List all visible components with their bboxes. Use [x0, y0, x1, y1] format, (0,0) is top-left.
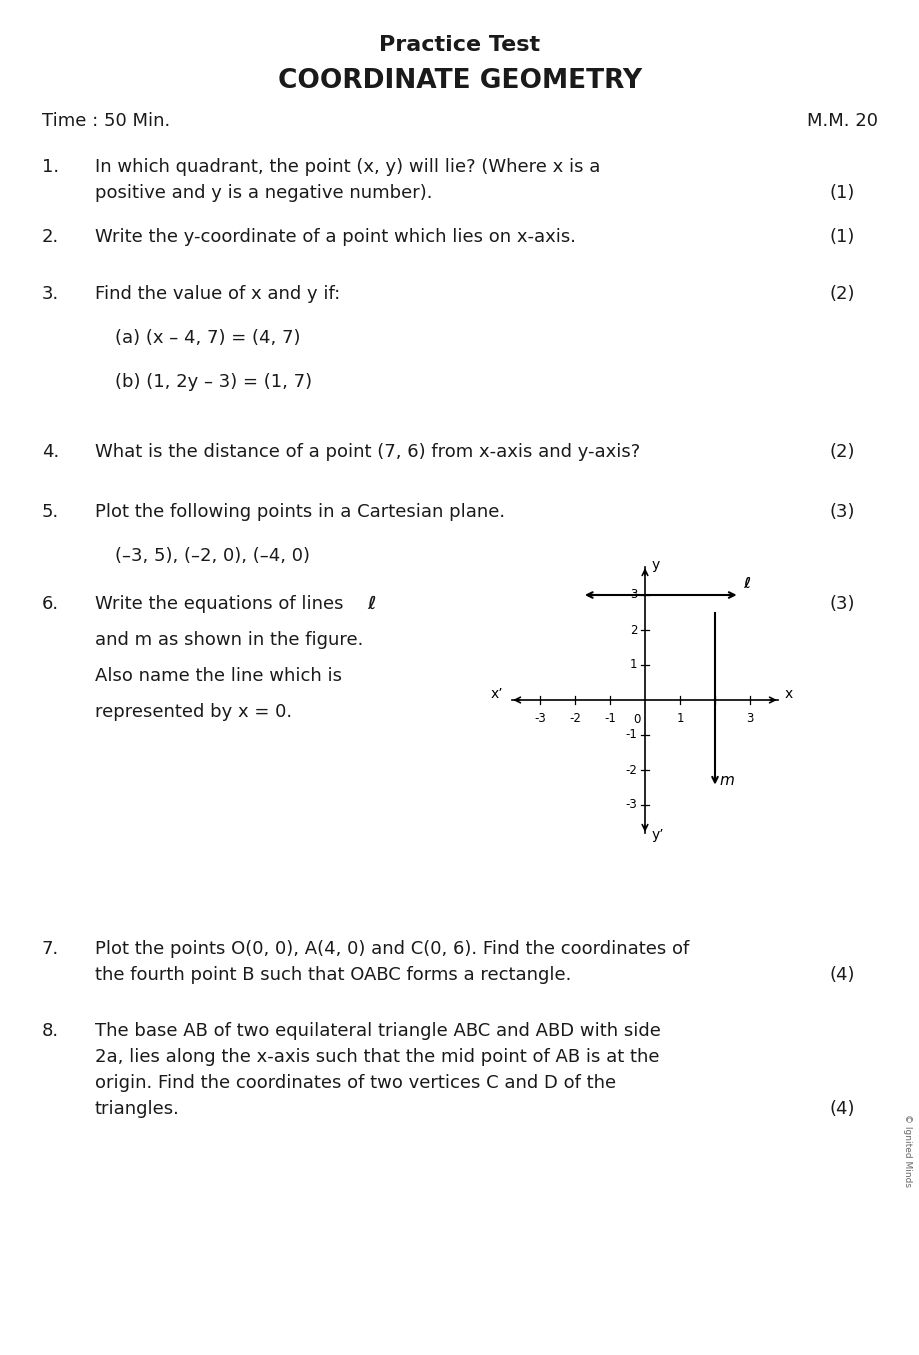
- Text: (4): (4): [829, 966, 854, 984]
- Text: Plot the points O(0, 0), A(4, 0) and C(0, 6). Find the coordinates of: Plot the points O(0, 0), A(4, 0) and C(0…: [95, 940, 688, 958]
- Text: -2: -2: [569, 713, 580, 725]
- Text: The base AB of two equilateral triangle ABC and ABD with side: The base AB of two equilateral triangle …: [95, 1022, 660, 1041]
- Text: -3: -3: [534, 713, 545, 725]
- Text: COORDINATE GEOMETRY: COORDINATE GEOMETRY: [278, 68, 641, 93]
- Text: m: m: [719, 772, 733, 789]
- Text: Practice Test: Practice Test: [379, 35, 540, 56]
- Text: ℓ: ℓ: [367, 595, 375, 612]
- Text: -1: -1: [625, 729, 637, 741]
- Text: represented by x = 0.: represented by x = 0.: [95, 703, 292, 721]
- Text: ℓ: ℓ: [743, 576, 749, 592]
- Text: 1: 1: [630, 659, 637, 672]
- Text: (2): (2): [829, 285, 854, 304]
- Text: 3: 3: [630, 588, 637, 602]
- Text: (4): (4): [829, 1100, 854, 1118]
- Text: Time : 50 Min.: Time : 50 Min.: [42, 112, 170, 130]
- Text: 5.: 5.: [42, 503, 59, 522]
- Text: 0: 0: [633, 713, 641, 726]
- Text: x’: x’: [490, 687, 503, 701]
- Text: 4.: 4.: [42, 443, 59, 461]
- Text: positive and y is a negative number).: positive and y is a negative number).: [95, 184, 432, 202]
- Text: 7.: 7.: [42, 940, 59, 958]
- Text: In which quadrant, the point (x, y) will lie? (Where x is a: In which quadrant, the point (x, y) will…: [95, 159, 600, 176]
- Text: 2: 2: [630, 623, 637, 637]
- Text: the fourth point B such that OABC forms a rectangle.: the fourth point B such that OABC forms …: [95, 966, 571, 984]
- Text: (b) (1, 2y – 3) = (1, 7): (b) (1, 2y – 3) = (1, 7): [115, 373, 312, 392]
- Text: Plot the following points in a Cartesian plane.: Plot the following points in a Cartesian…: [95, 503, 505, 522]
- Text: y: y: [651, 558, 659, 572]
- Text: (–3, 5), (–2, 0), (–4, 0): (–3, 5), (–2, 0), (–4, 0): [115, 547, 310, 565]
- Text: y’: y’: [651, 828, 664, 841]
- Text: 8.: 8.: [42, 1022, 59, 1041]
- Text: 2a, lies along the x-axis such that the mid point of AB is at the: 2a, lies along the x-axis such that the …: [95, 1047, 659, 1066]
- Text: origin. Find the coordinates of two vertices C and D of the: origin. Find the coordinates of two vert…: [95, 1075, 616, 1092]
- Text: Write the y-coordinate of a point which lies on x-axis.: Write the y-coordinate of a point which …: [95, 228, 575, 247]
- Text: (1): (1): [829, 184, 854, 202]
- Text: (1): (1): [829, 228, 854, 247]
- Text: -3: -3: [625, 798, 637, 812]
- Text: (2): (2): [829, 443, 854, 461]
- Text: 1: 1: [675, 713, 683, 725]
- Text: x: x: [784, 687, 792, 701]
- Text: Write the equations of lines: Write the equations of lines: [95, 595, 349, 612]
- Text: (3): (3): [829, 595, 854, 612]
- Text: What is the distance of a point (7, 6) from x-axis and y-axis?: What is the distance of a point (7, 6) f…: [95, 443, 640, 461]
- Text: 6.: 6.: [42, 595, 59, 612]
- Text: 3: 3: [745, 713, 753, 725]
- Text: 2.: 2.: [42, 228, 59, 247]
- Text: (3): (3): [829, 503, 854, 522]
- Text: triangles.: triangles.: [95, 1100, 180, 1118]
- Text: Find the value of x and y if:: Find the value of x and y if:: [95, 285, 340, 304]
- Text: © Ignited Minds: © Ignited Minds: [902, 1114, 912, 1187]
- Text: -2: -2: [625, 763, 637, 776]
- Text: Also name the line which is: Also name the line which is: [95, 667, 342, 686]
- Text: -1: -1: [604, 713, 615, 725]
- Text: M.M. 20: M.M. 20: [806, 112, 877, 130]
- Text: 1.: 1.: [42, 159, 59, 176]
- Text: 3.: 3.: [42, 285, 59, 304]
- Text: (a) (x – 4, 7) = (4, 7): (a) (x – 4, 7) = (4, 7): [115, 329, 301, 347]
- Text: and m as shown in the figure.: and m as shown in the figure.: [95, 631, 363, 649]
